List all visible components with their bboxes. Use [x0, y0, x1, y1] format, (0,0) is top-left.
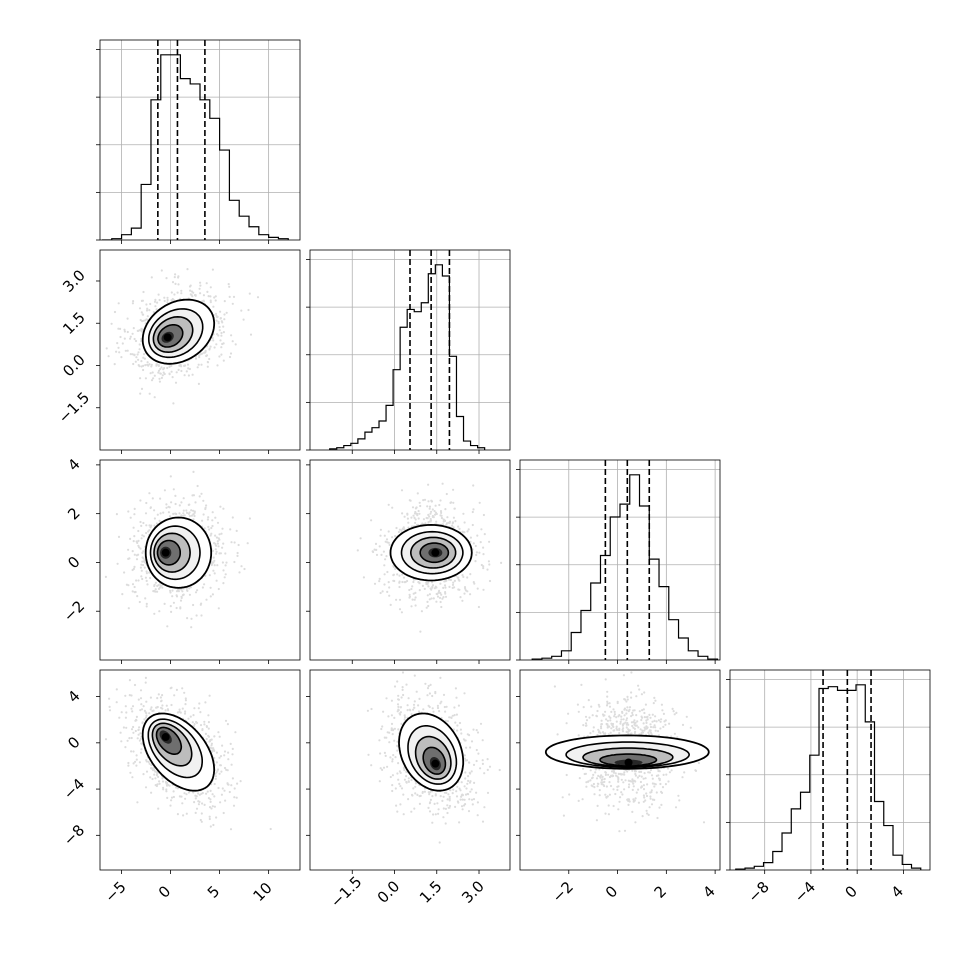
- y-tick-label: 1.5: [59, 308, 89, 338]
- panel-content: [520, 460, 720, 660]
- panel-content: [544, 670, 710, 833]
- y-tick-label: 0: [64, 733, 83, 752]
- panel-2-2: [516, 459, 721, 664]
- x-tick-label: 0: [602, 882, 621, 901]
- density-peak: [431, 548, 440, 557]
- y-tick-label: 2: [64, 504, 83, 523]
- histogram-step: [329, 264, 486, 450]
- panel-frame: [99, 459, 301, 661]
- x-tick-label: 0: [155, 882, 174, 901]
- x-tick-label: 0.0: [374, 877, 404, 907]
- panel-content: [310, 250, 510, 450]
- panel-content: [366, 671, 501, 844]
- panel-frame: [729, 669, 931, 871]
- x-tick-label: 4: [699, 882, 718, 901]
- panel-3-1: [306, 669, 511, 874]
- panel-1-1: [306, 249, 511, 454]
- x-tick-label: 4: [888, 882, 907, 901]
- panel-content: [730, 670, 930, 870]
- density-peak: [431, 759, 440, 768]
- panel-3-0: [96, 669, 301, 874]
- panel-frame: [309, 459, 511, 661]
- y-tick-label: 0: [64, 553, 83, 572]
- contour-line: [144, 516, 213, 589]
- contour-line: [141, 712, 216, 792]
- histogram-step: [735, 684, 922, 870]
- histogram-step: [531, 474, 719, 660]
- y-tick-label: 3.0: [59, 266, 89, 296]
- panel-3-2: [516, 669, 721, 874]
- panel-frame: [99, 39, 301, 241]
- panel-2-0: [96, 459, 301, 664]
- x-tick-label: −4: [791, 878, 819, 906]
- y-tick-label: −1.5: [55, 388, 93, 426]
- x-tick-label: 3.0: [458, 877, 488, 907]
- panel-content: [100, 40, 300, 240]
- contour-line: [141, 298, 216, 365]
- panel-content: [105, 268, 260, 405]
- y-tick-label: −2: [60, 597, 88, 625]
- density-peak: [624, 758, 633, 767]
- panel-frame: [99, 249, 301, 451]
- x-tick-label: 2: [651, 882, 670, 901]
- panel-frame: [309, 249, 511, 451]
- panel-frame: [519, 669, 721, 871]
- panel-frame: [519, 459, 721, 661]
- x-tick-label: −2: [549, 878, 577, 906]
- histogram-step: [101, 54, 289, 240]
- panel-3-3: [726, 669, 931, 874]
- x-tick-label: −8: [744, 878, 772, 906]
- panel-frame: [309, 669, 511, 871]
- y-tick-label: 4: [64, 455, 83, 474]
- contour-line: [389, 523, 473, 582]
- x-tick-label: 10: [250, 879, 276, 905]
- x-tick-label: −5: [101, 878, 129, 906]
- panel-1-0: [96, 249, 301, 454]
- density-peak: [163, 333, 172, 342]
- contour-line: [398, 712, 465, 792]
- panel-content: [104, 676, 272, 831]
- y-tick-label: −4: [60, 775, 88, 803]
- panel-2-1: [306, 459, 511, 664]
- y-tick-label: 0.0: [59, 351, 89, 381]
- panel-0-0: [96, 39, 301, 244]
- y-tick-label: −8: [60, 821, 88, 849]
- contour-line: [544, 734, 710, 770]
- panel-content: [104, 470, 252, 629]
- x-tick-label: −1.5: [327, 873, 365, 911]
- density-peak: [161, 733, 170, 742]
- y-tick-label: 4: [64, 687, 83, 706]
- x-tick-label: 0: [841, 882, 860, 901]
- x-tick-label: 5: [204, 882, 223, 901]
- panel-content: [356, 482, 503, 633]
- panel-frame: [99, 669, 301, 871]
- density-peak: [161, 548, 170, 557]
- x-tick-label: 1.5: [416, 877, 446, 907]
